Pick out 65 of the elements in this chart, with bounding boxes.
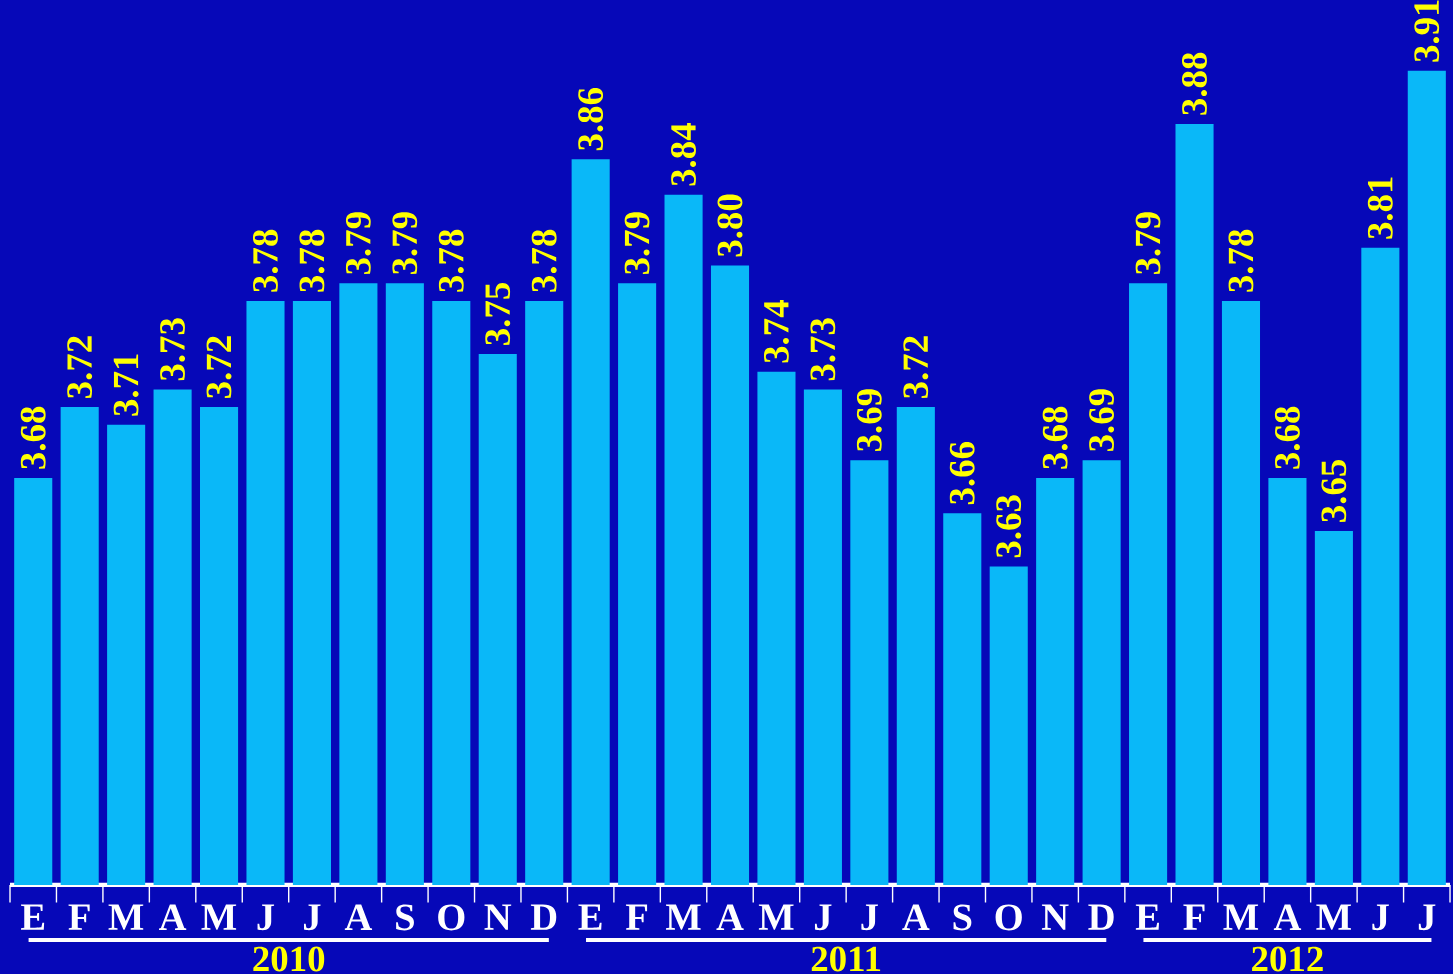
text: 2010 (253, 946, 325, 972)
data-label: 3.72 (903, 336, 929, 398)
x-tick-label: N (484, 904, 512, 930)
data-label: 3.75 (485, 283, 511, 345)
data-label: 3.68 (20, 406, 46, 469)
data-label: 3.69 (856, 389, 882, 452)
data-label: 3.91 (1414, 0, 1440, 62)
x-tick-label: D (530, 904, 557, 930)
x-tick-label: D (1088, 904, 1114, 930)
x-tick-label: M (1316, 904, 1351, 930)
x-tick-label: E (21, 904, 45, 930)
data-label: 3.84 (671, 123, 697, 186)
x-tick-label: J (814, 904, 832, 931)
x-tick-label: F (1183, 904, 1205, 930)
x-tick-label: J (303, 904, 321, 931)
data-label: 3.88 (1182, 52, 1208, 115)
data-label: 3.73 (810, 318, 836, 381)
x-tick-label: J (1418, 904, 1436, 931)
x-tick-label: A (1273, 904, 1302, 930)
data-label: 3.78 (531, 229, 557, 292)
x-tick-label: N (1041, 904, 1069, 930)
x-tick-label: M (201, 904, 237, 930)
text: 2012 (1252, 946, 1323, 972)
x-tick-label: M (665, 904, 701, 930)
x-tick-label: S (953, 904, 972, 931)
data-label: 3.86 (578, 88, 604, 151)
x-tick-label: J (1372, 904, 1389, 931)
data-label: 3.69 (1089, 389, 1115, 452)
x-tick-label: F (68, 904, 90, 930)
data-label: 3.79 (1135, 212, 1161, 275)
x-tick-label: M (1223, 904, 1259, 930)
x-tick-label: J (861, 904, 878, 931)
data-label: 3.79 (624, 212, 650, 275)
x-tick-label: A (344, 904, 373, 930)
data-label: 3.66 (949, 442, 975, 505)
x-tick-label: A (716, 904, 744, 930)
data-label: 3.74 (764, 300, 789, 363)
data-label: 3.71 (113, 354, 139, 416)
data-label: 3.72 (206, 336, 232, 398)
x-tick-label: J (257, 904, 275, 931)
data-label: 3.78 (299, 229, 325, 292)
text: 2011 (811, 946, 881, 972)
data-label: 3.72 (67, 336, 93, 398)
x-tick-label: E (1135, 904, 1159, 930)
data-label: 3.63 (996, 495, 1022, 558)
x-tick-label: M (108, 904, 144, 930)
x-tick-label: S (396, 904, 414, 931)
x-tick-label: A (159, 904, 187, 930)
data-label: 3.78 (252, 229, 278, 292)
data-label: 3.78 (1228, 229, 1254, 292)
x-tick-label: O (995, 904, 1022, 931)
data-label: 3.65 (1321, 460, 1347, 522)
data-label: 3.78 (438, 229, 464, 292)
x-tick-label: E (578, 904, 602, 930)
data-label: 3.81 (1367, 177, 1393, 239)
data-label: 3.80 (717, 194, 743, 257)
data-label: 3.73 (160, 318, 186, 381)
data-label: 3.68 (1042, 406, 1068, 469)
x-tick-label: O (438, 904, 465, 931)
x-tick-label: M (758, 904, 794, 930)
x-tick-label: A (902, 904, 930, 930)
data-label: 3.79 (392, 212, 418, 275)
data-label: 3.79 (345, 212, 371, 275)
data-label: 3.68 (1274, 406, 1300, 469)
x-tick-label: F (625, 904, 648, 930)
